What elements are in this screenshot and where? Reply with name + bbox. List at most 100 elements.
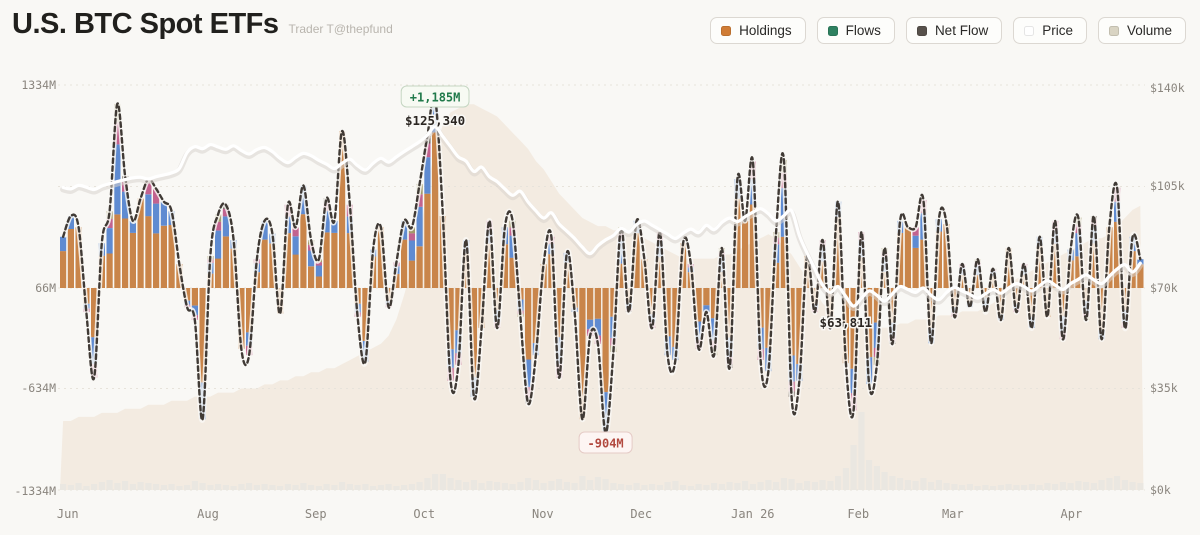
volume-bar [765,480,772,490]
volume-bar [377,485,384,490]
flow-bar-segment [904,227,911,288]
annotation-flow-min: -904M [588,437,624,451]
flow-bar-segment [215,221,222,231]
price-swatch-icon [1024,25,1035,36]
flow-bar-segment [447,288,454,350]
flow-bar-segment [850,288,857,369]
volume-bar [432,474,439,490]
x-axis-label: Oct [413,507,436,521]
legend-toggle-flows[interactable]: Flows [816,17,895,44]
flow-bar-segment [594,318,601,336]
flow-bar-segment [261,220,268,240]
volume-bar [796,483,803,490]
flow-bar-segment [269,243,276,288]
y-axis-label-right: $105k [1150,179,1185,193]
flow-bar-segment [501,244,508,288]
legend-toggle-price[interactable]: Price [1013,17,1087,44]
volume-bar [385,484,392,490]
y-axis-label-right: $35k [1150,381,1178,395]
volume-bar [889,476,896,490]
volume-bar [424,478,431,490]
volume-bar [153,484,160,490]
volume-bar [176,486,183,490]
volume-bar [261,484,268,490]
flow-bar-segment [633,232,640,288]
flow-bar-segment [315,265,322,277]
volume-bar [773,482,780,490]
volume-bar [982,485,989,490]
flow-bar-segment [339,131,346,288]
volume-bar [199,483,206,490]
volume-bar [129,484,136,490]
volume-bar [1083,482,1090,490]
flow-bar-segment [912,227,919,236]
volume-bar [315,486,322,490]
volume-bar [1090,483,1097,490]
legend-toggle-volume[interactable]: Volume [1097,17,1186,44]
volume-bar [912,481,919,490]
flow-bar-segment [292,236,299,255]
volume-bar [215,484,222,490]
volume-bar [408,484,415,490]
flow-bar-segment [866,288,873,358]
volume-bar [711,483,718,490]
flow-bar-segment [703,288,710,306]
volume-bar [664,482,671,490]
volume-bar [649,484,656,490]
flow-bar-segment [91,288,98,338]
volume-bar [718,484,725,490]
flow-bar-segment [765,288,772,348]
volume-bar [850,445,857,490]
volume-bar [571,483,578,490]
legend-label: Holdings [739,23,792,38]
legend-label: Net Flow [934,23,989,38]
volume-bar [277,486,284,490]
flow-bar-segment [122,191,129,219]
volume-bar [439,474,446,490]
x-axis-label: Sep [304,507,327,521]
volume-bar [819,480,826,490]
annotation-price-min: $63,811 [820,315,873,330]
volume-bar [811,482,818,490]
flow-bar-segment [618,263,625,288]
volume-bar [602,479,609,490]
flow-bar-segment [780,236,787,288]
volume-bar [83,486,90,490]
flow-bar-segment [315,262,322,266]
legend-toggle-holdings[interactable]: Holdings [710,17,806,44]
flow-bar-segment [525,359,532,388]
flow-bar-segment [246,288,253,333]
flow-bar-segment [912,235,919,248]
x-axis-label: Jan 26 [731,507,775,521]
volume-bar [672,481,679,490]
volume-bar [726,482,733,490]
flow-bar-segment [726,288,733,338]
volume-bar [842,468,849,490]
flow-bar-segment [292,227,299,237]
legend-toggle-netflow[interactable]: Net Flow [905,17,1003,44]
flow-bar-segment [695,288,702,322]
volume-bar [788,479,795,490]
flow-bar-segment [308,250,315,267]
volume-bar [1005,484,1012,490]
volume-bar [463,482,470,490]
volume-bar [122,481,129,490]
flow-bar-segment [432,132,439,288]
flow-bar-segment [67,216,74,229]
flow-bar-segment [346,233,353,288]
y-axis-label-left: 66M [35,281,56,295]
flow-bar-segment [594,288,601,319]
flow-bar-segment [1075,256,1082,288]
volume-bar [246,483,253,490]
volume-bar [393,486,400,490]
flow-bar-segment [749,204,756,288]
volume-bar [935,480,942,490]
volume-bar [990,486,997,490]
y-axis-label-right: $140k [1150,81,1185,95]
volume-bar [478,483,485,490]
volume-bar [656,485,663,490]
flow-bar-segment [1090,243,1097,288]
volume-bar [579,476,586,490]
